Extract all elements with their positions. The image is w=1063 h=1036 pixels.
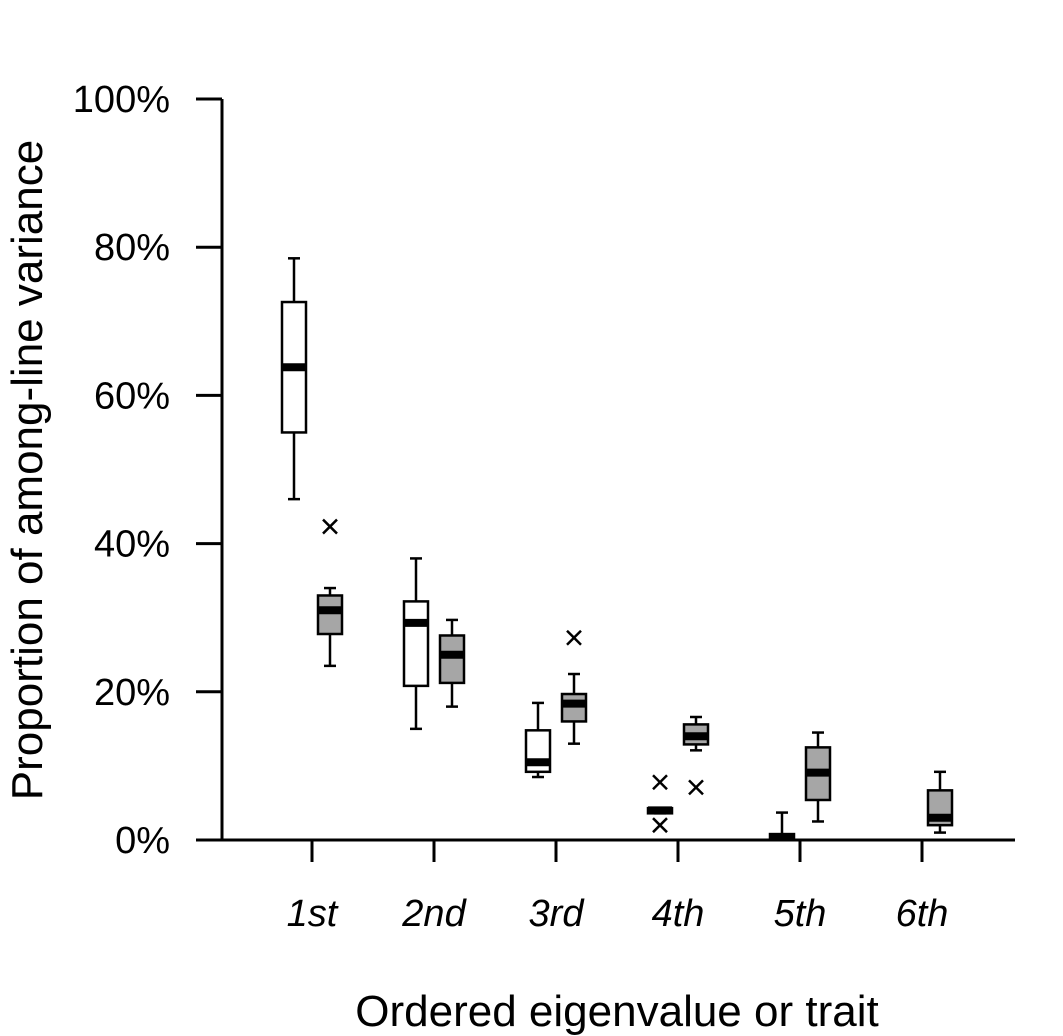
box-white-3rd xyxy=(524,701,552,779)
x-tick-label: 1st xyxy=(287,893,339,935)
box-grey-2nd xyxy=(438,618,466,708)
box-white-4th xyxy=(646,774,674,834)
box-iqr xyxy=(402,600,430,688)
box-grey-1st xyxy=(316,518,344,668)
y-tick-label: 100% xyxy=(73,79,170,121)
x-axis-title: Ordered eigenvalue or trait xyxy=(355,987,878,1036)
y-tick-label: 40% xyxy=(94,524,170,566)
y-tick-label: 60% xyxy=(94,375,170,417)
y-tick-label: 20% xyxy=(94,672,170,714)
box-grey-3rd xyxy=(560,629,588,745)
axes xyxy=(196,97,1015,862)
box-white-5th xyxy=(768,811,796,842)
x-tick-label: 5th xyxy=(774,893,827,935)
box-grey-5th xyxy=(804,731,832,823)
x-tick-label: 2nd xyxy=(401,893,467,935)
y-tick-label: 80% xyxy=(94,227,170,269)
box-iqr xyxy=(438,634,466,685)
box-white-2nd xyxy=(402,557,430,731)
x-tick-label: 4th xyxy=(652,893,705,935)
x-tick-label: 6th xyxy=(896,893,949,935)
outlier-point xyxy=(688,779,704,796)
x-category-labels: 1st 2nd 3rd 4th 5th 6th xyxy=(287,893,949,935)
x-tick-label: 3rd xyxy=(529,893,586,935)
box-iqr xyxy=(316,594,344,636)
outlier-point xyxy=(652,817,668,834)
outlier-point xyxy=(322,518,338,535)
box-grey-6th xyxy=(926,770,954,834)
box-grey-4th xyxy=(682,715,710,796)
outlier-point xyxy=(566,629,582,646)
outlier-point xyxy=(652,774,668,791)
box-series xyxy=(280,257,954,842)
y-axis-title: Proportion of among-line variance xyxy=(3,140,52,800)
y-tick-labels: 0% 20% 40% 60% 80% 100% xyxy=(73,79,170,862)
box-iqr xyxy=(560,692,588,723)
box-white-1st xyxy=(280,257,308,501)
y-tick-label: 0% xyxy=(115,820,170,862)
